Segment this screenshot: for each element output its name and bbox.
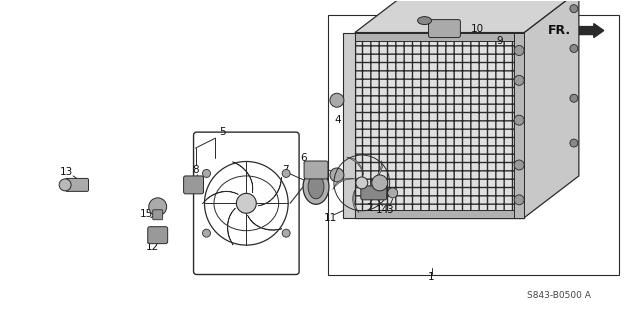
Polygon shape xyxy=(370,160,383,182)
Polygon shape xyxy=(355,0,579,33)
FancyArrow shape xyxy=(574,24,604,38)
Text: 13: 13 xyxy=(60,167,73,177)
FancyBboxPatch shape xyxy=(429,19,460,38)
Circle shape xyxy=(282,229,290,237)
Circle shape xyxy=(372,175,388,191)
Circle shape xyxy=(514,46,524,56)
Text: 14: 14 xyxy=(376,205,389,215)
Polygon shape xyxy=(353,188,359,213)
Text: 7: 7 xyxy=(282,165,289,175)
Circle shape xyxy=(282,169,290,177)
Text: 9: 9 xyxy=(496,35,502,46)
Text: 3: 3 xyxy=(387,205,393,215)
Polygon shape xyxy=(202,191,238,204)
Text: 15: 15 xyxy=(140,209,154,219)
Circle shape xyxy=(570,139,578,147)
Circle shape xyxy=(514,195,524,205)
Polygon shape xyxy=(347,157,364,175)
Polygon shape xyxy=(227,208,236,245)
Polygon shape xyxy=(232,162,253,193)
Circle shape xyxy=(514,115,524,125)
Circle shape xyxy=(202,169,211,177)
Text: 10: 10 xyxy=(471,24,484,33)
FancyBboxPatch shape xyxy=(66,178,88,191)
Circle shape xyxy=(202,229,211,237)
Circle shape xyxy=(330,168,344,182)
Text: 8: 8 xyxy=(192,165,199,175)
Text: 6: 6 xyxy=(300,153,307,163)
Circle shape xyxy=(514,160,524,170)
FancyBboxPatch shape xyxy=(361,186,387,200)
Circle shape xyxy=(570,45,578,52)
Ellipse shape xyxy=(417,17,431,25)
Circle shape xyxy=(330,93,344,107)
Circle shape xyxy=(148,198,166,216)
Ellipse shape xyxy=(308,175,324,199)
Circle shape xyxy=(356,177,368,189)
Bar xyxy=(355,33,524,218)
Polygon shape xyxy=(333,178,355,189)
Text: 4: 4 xyxy=(335,115,341,125)
Bar xyxy=(328,15,619,276)
Polygon shape xyxy=(365,190,389,198)
FancyBboxPatch shape xyxy=(153,210,163,220)
FancyBboxPatch shape xyxy=(184,176,204,194)
Circle shape xyxy=(514,75,524,85)
Polygon shape xyxy=(524,0,579,218)
Circle shape xyxy=(59,179,71,191)
Text: FR.: FR. xyxy=(548,24,571,37)
Bar xyxy=(355,33,524,41)
Bar xyxy=(355,210,524,218)
Text: 11: 11 xyxy=(323,213,337,223)
Circle shape xyxy=(570,5,578,13)
Text: 2: 2 xyxy=(367,203,373,213)
Text: 1: 1 xyxy=(428,272,435,283)
Text: 5: 5 xyxy=(219,127,226,137)
Bar xyxy=(514,33,524,218)
Polygon shape xyxy=(248,215,282,230)
Circle shape xyxy=(570,94,578,102)
Polygon shape xyxy=(258,177,282,206)
Text: S843-B0500 A: S843-B0500 A xyxy=(527,291,591,300)
FancyBboxPatch shape xyxy=(304,161,328,179)
Ellipse shape xyxy=(303,169,329,204)
Circle shape xyxy=(388,188,397,198)
Circle shape xyxy=(236,193,256,213)
FancyBboxPatch shape xyxy=(148,227,168,244)
Bar xyxy=(343,33,355,218)
Text: 12: 12 xyxy=(146,241,159,252)
